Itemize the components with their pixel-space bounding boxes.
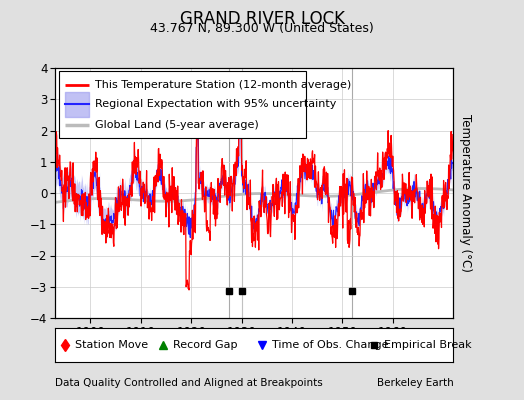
Text: Empirical Break: Empirical Break [384,340,471,350]
Text: Berkeley Earth: Berkeley Earth [377,378,453,388]
Text: Time of Obs. Change: Time of Obs. Change [272,340,389,350]
Text: Global Land (5-year average): Global Land (5-year average) [95,120,259,130]
Text: Data Quality Controlled and Aligned at Breakpoints: Data Quality Controlled and Aligned at B… [55,378,323,388]
Bar [59,70,306,138]
Text: Station Move: Station Move [75,340,148,350]
Text: 43.767 N, 89.300 W (United States): 43.767 N, 89.300 W (United States) [150,22,374,35]
Text: Record Gap: Record Gap [172,340,237,350]
Text: GRAND RIVER LOCK: GRAND RIVER LOCK [180,10,344,28]
Text: Regional Expectation with 95% uncertainty: Regional Expectation with 95% uncertaint… [95,99,336,109]
Y-axis label: Temperature Anomaly (°C): Temperature Anomaly (°C) [459,114,472,272]
Text: This Temperature Station (12-month average): This Temperature Station (12-month avera… [95,80,351,90]
